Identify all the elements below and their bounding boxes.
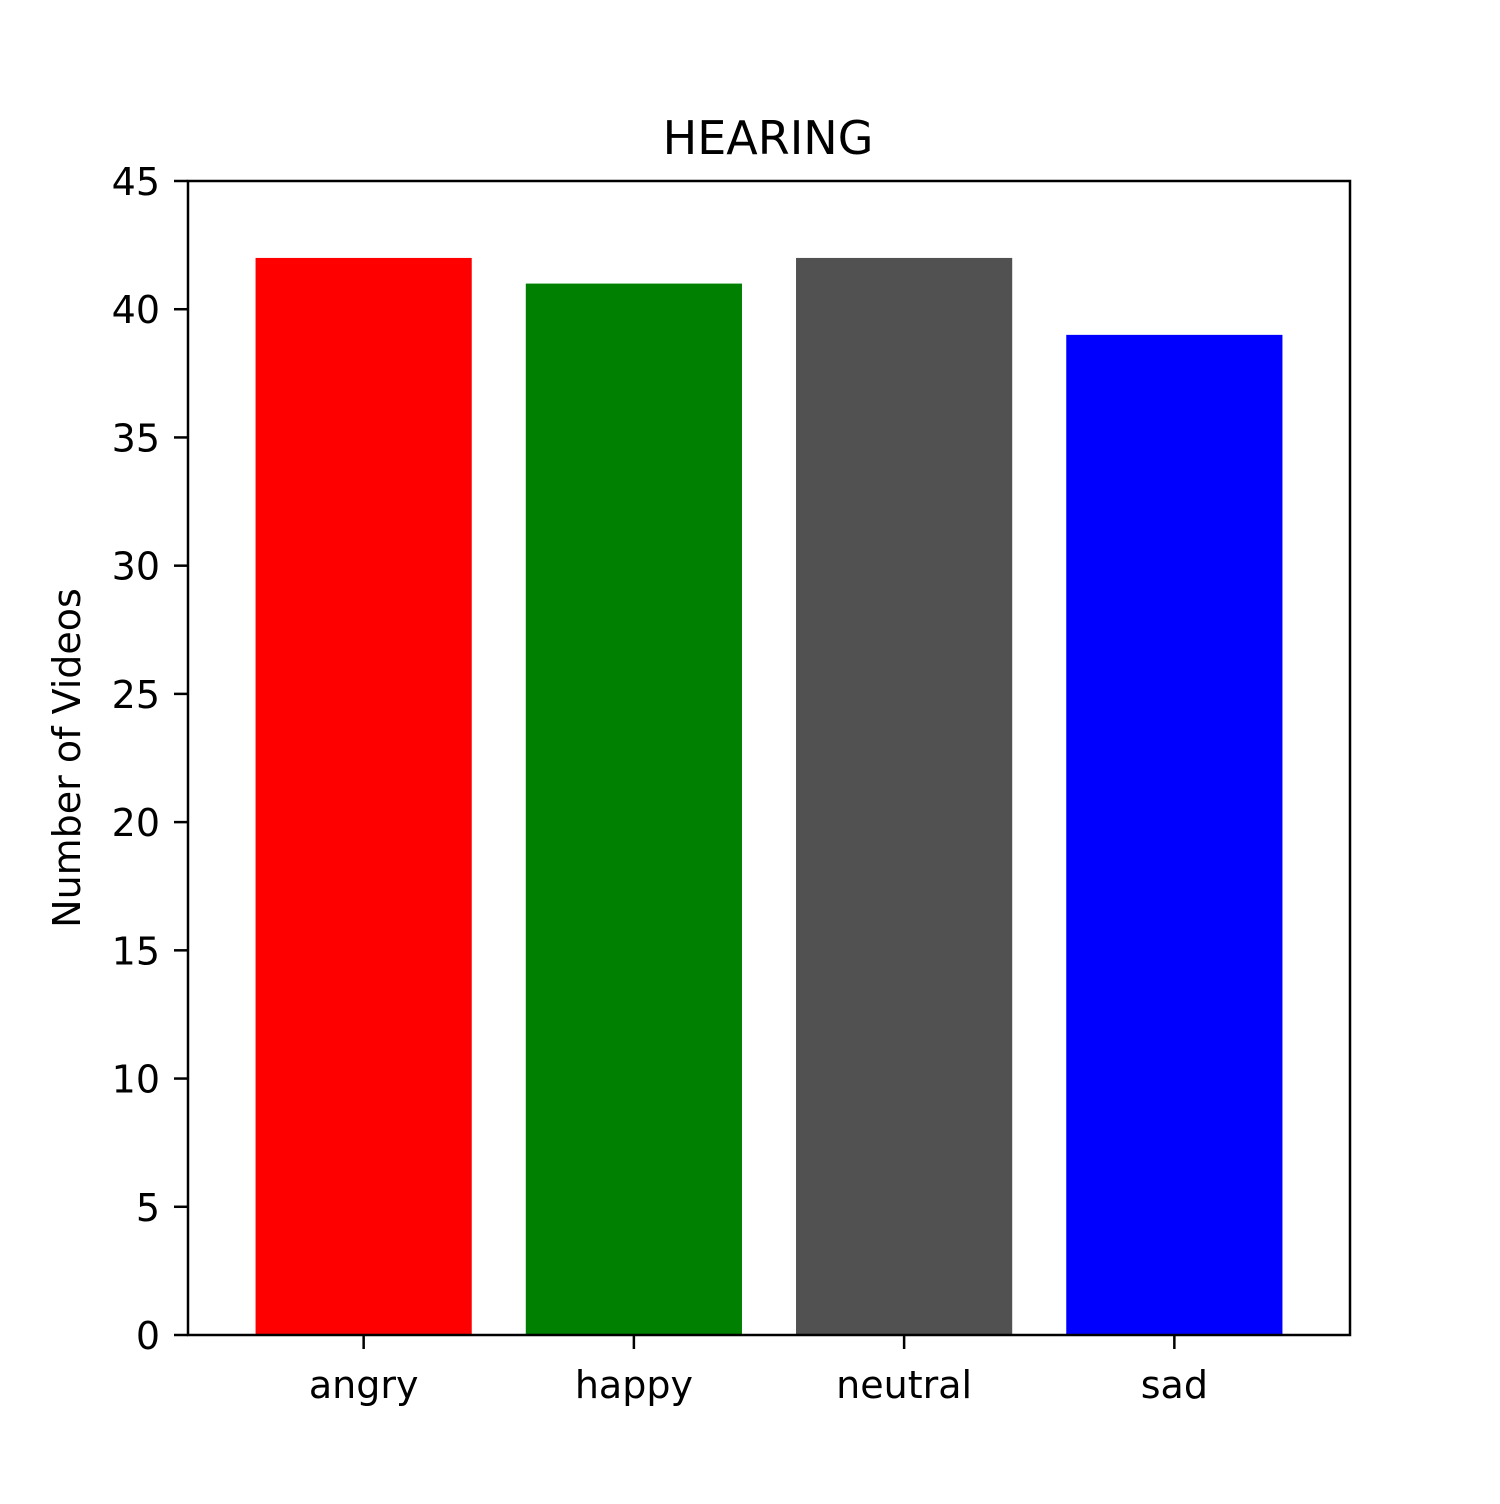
y-tick-label: 20 [112,801,160,845]
y-tick-label: 5 [136,1186,160,1230]
y-tick-label: 0 [136,1314,160,1358]
y-axis-label: Number of Videos [45,588,89,928]
y-tick-label: 10 [112,1058,160,1102]
bar-neutral [796,257,1013,1335]
y-tick-label: 25 [112,673,160,717]
x-tick-label-sad: sad [1141,1363,1208,1407]
bar-happy [525,283,742,1336]
axes-layer: angry happy neutral sad 0 5 10 15 20 25 30 35 40 45 [112,160,1352,1407]
plot-frame [186,179,1352,1337]
x-tick-label-happy: happy [575,1363,693,1407]
y-tick-label: 30 [112,545,160,589]
y-tick-label: 35 [112,416,160,460]
bar-sad [1066,334,1283,1335]
bar-angry [255,257,472,1335]
y-tick-label: 40 [112,288,160,332]
x-tick-label-angry: angry [309,1363,419,1407]
x-tick-label-neutral: neutral [836,1363,972,1407]
chart-title: HEARING [663,111,874,165]
y-tick-label: 45 [112,160,160,204]
bars-layer [255,257,1283,1336]
y-tick-label: 15 [112,929,160,973]
